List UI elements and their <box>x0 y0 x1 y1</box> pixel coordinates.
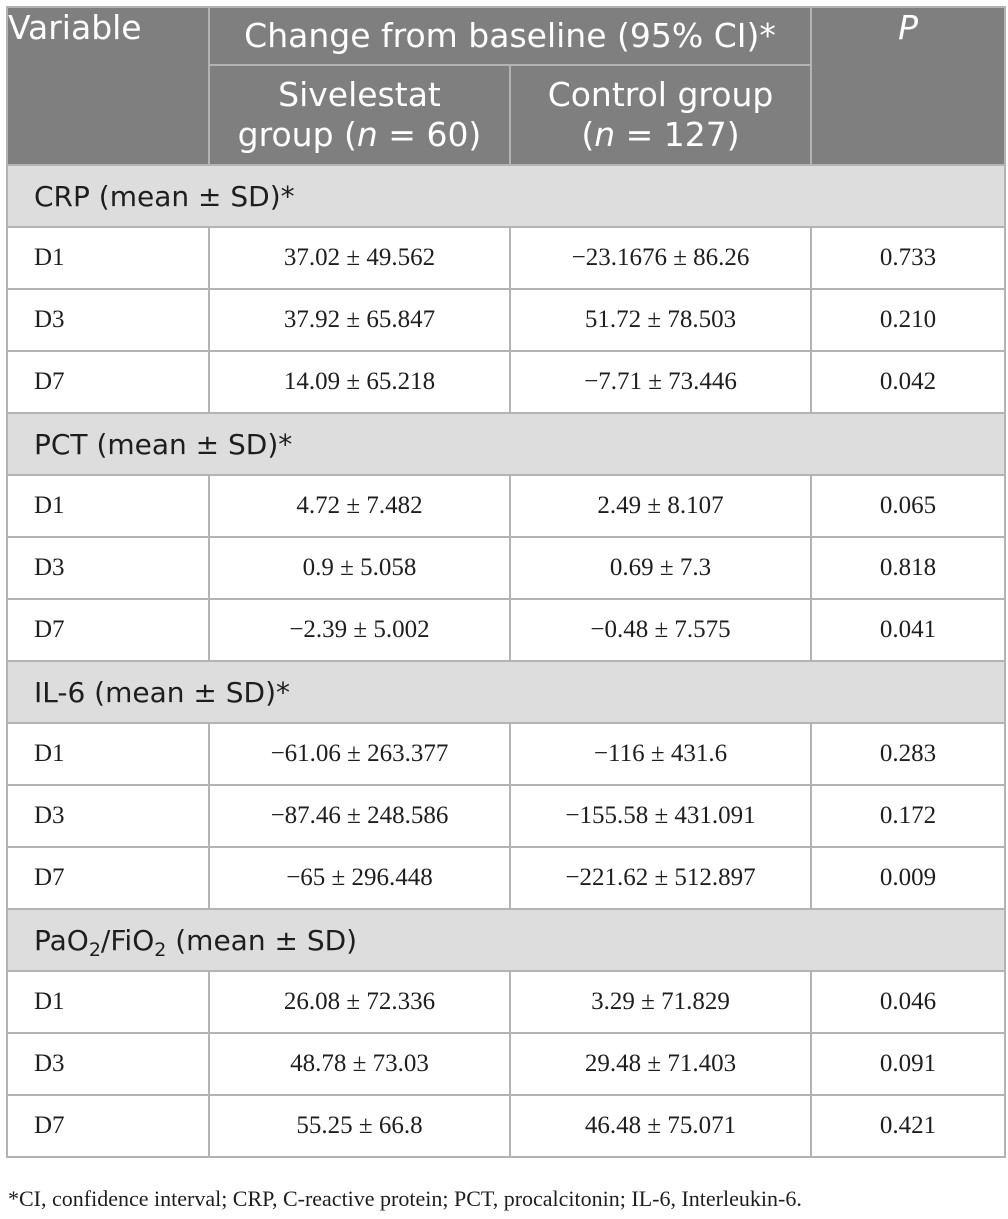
sivelestat-value: −65 ± 296.448 <box>208 846 511 910</box>
control-value: 0.69 ± 7.3 <box>508 536 813 600</box>
row-label: D3 <box>6 536 210 600</box>
section-title-pct: PCT (mean ± SD)* <box>5 412 1007 476</box>
section-title-pao2-fio2: PaO2/FiO2 (mean ± SD) <box>5 908 1007 972</box>
control-value: −7.71 ± 73.446 <box>508 350 813 414</box>
header-control-group: Control group (n = 127) <box>508 64 813 166</box>
table-row: D7 −65 ± 296.448 −221.62 ± 512.897 0.009 <box>6 846 1007 910</box>
sivelestat-value: 26.08 ± 72.336 <box>208 970 511 1034</box>
control-value: 3.29 ± 71.829 <box>508 970 813 1034</box>
p-value: 0.818 <box>810 536 1007 600</box>
row-label: D1 <box>6 226 210 290</box>
table-row: D1 37.02 ± 49.562 −23.1676 ± 86.26 0.733 <box>6 226 1007 290</box>
sivelestat-value: −87.46 ± 248.586 <box>208 784 511 848</box>
table-row: D1 4.72 ± 7.482 2.49 ± 8.107 0.065 <box>6 474 1007 538</box>
row-label: D1 <box>6 722 210 786</box>
section-crp: CRP (mean ± SD)* D1 37.02 ± 49.562 −23.167… <box>5 164 1007 414</box>
sivelestat-value: 48.78 ± 73.03 <box>208 1032 511 1096</box>
table-row: D3 48.78 ± 73.03 29.48 ± 71.403 0.091 <box>6 1032 1007 1096</box>
sivelestat-value: 4.72 ± 7.482 <box>208 474 511 538</box>
section-il6: IL-6 (mean ± SD)* D1 −61.06 ± 263.377 −116… <box>5 660 1007 910</box>
p-value: 0.042 <box>810 350 1007 414</box>
section-pao2-fio2: PaO2/FiO2 (mean ± SD) D1 26.08 ± 72.336 3.… <box>5 908 1007 1158</box>
table-row: D3 37.92 ± 65.847 51.72 ± 78.503 0.210 <box>6 288 1007 352</box>
p-value: 0.421 <box>810 1094 1007 1158</box>
section-title-il6: IL-6 (mean ± SD)* <box>5 660 1007 724</box>
control-value: 51.72 ± 78.503 <box>508 288 813 352</box>
control-value: 2.49 ± 8.107 <box>508 474 813 538</box>
row-label: D7 <box>6 1094 210 1158</box>
header-variable: Variable <box>6 6 210 166</box>
table-row: D3 −87.46 ± 248.586 −155.58 ± 431.091 0.172 <box>6 784 1007 848</box>
control-value: −0.48 ± 7.575 <box>508 598 813 662</box>
p-value: 0.172 <box>810 784 1007 848</box>
control-value: −116 ± 431.6 <box>508 722 813 786</box>
row-label: D1 <box>6 474 210 538</box>
row-label: D3 <box>6 784 210 848</box>
sivelestat-value: −2.39 ± 5.002 <box>208 598 511 662</box>
header-change-from-baseline: Change from baseline (95% CI)* <box>207 6 813 66</box>
row-label: D7 <box>6 598 210 662</box>
row-label: D7 <box>6 846 210 910</box>
section-pct: PCT (mean ± SD)* D1 4.72 ± 7.482 2.49 ± 8.… <box>5 412 1007 662</box>
sivelestat-value: 55.25 ± 66.8 <box>208 1094 511 1158</box>
control-value: −155.58 ± 431.091 <box>508 784 813 848</box>
p-value: 0.283 <box>810 722 1007 786</box>
table-row: D7 55.25 ± 66.8 46.48 ± 75.071 0.421 <box>6 1094 1007 1158</box>
control-value: −221.62 ± 512.897 <box>508 846 813 910</box>
p-value: 0.065 <box>810 474 1007 538</box>
row-label: D3 <box>6 288 210 352</box>
p-value: 0.733 <box>810 226 1007 290</box>
p-value: 0.041 <box>810 598 1007 662</box>
table-row: D1 26.08 ± 72.336 3.29 ± 71.829 0.046 <box>6 970 1007 1034</box>
control-value: −23.1676 ± 86.26 <box>508 226 813 290</box>
header-p-value: P <box>810 6 1007 166</box>
p-value: 0.009 <box>810 846 1007 910</box>
row-label: D3 <box>6 1032 210 1096</box>
header-sivelestat-group: Sivelestat group (n = 60) <box>208 64 511 166</box>
row-label: D1 <box>6 970 210 1034</box>
control-value: 46.48 ± 75.071 <box>508 1094 813 1158</box>
table-row: D3 0.9 ± 5.058 0.69 ± 7.3 0.818 <box>6 536 1007 600</box>
footnote: *CI, confidence interval; CRP, C-reactiv… <box>8 1186 802 1211</box>
table-row: D7 14.09 ± 65.218 −7.71 ± 73.446 0.042 <box>6 350 1007 414</box>
results-table: Variable Change from baseline (95% CI)* … <box>5 6 1007 1158</box>
table-row: D7 −2.39 ± 5.002 −0.48 ± 7.575 0.041 <box>6 598 1007 662</box>
table-row: D1 −61.06 ± 263.377 −116 ± 431.6 0.283 <box>6 722 1007 786</box>
sivelestat-value: 0.9 ± 5.058 <box>208 536 511 600</box>
p-value: 0.210 <box>810 288 1007 352</box>
sivelestat-value: 37.92 ± 65.847 <box>208 288 511 352</box>
sivelestat-value: 37.02 ± 49.562 <box>208 226 511 290</box>
section-title-crp: CRP (mean ± SD)* <box>5 164 1007 228</box>
row-label: D7 <box>6 350 210 414</box>
control-value: 29.48 ± 71.403 <box>508 1032 813 1096</box>
p-value: 0.091 <box>810 1032 1007 1096</box>
sivelestat-value: 14.09 ± 65.218 <box>208 350 511 414</box>
p-value: 0.046 <box>810 970 1007 1034</box>
sivelestat-value: −61.06 ± 263.377 <box>208 722 511 786</box>
